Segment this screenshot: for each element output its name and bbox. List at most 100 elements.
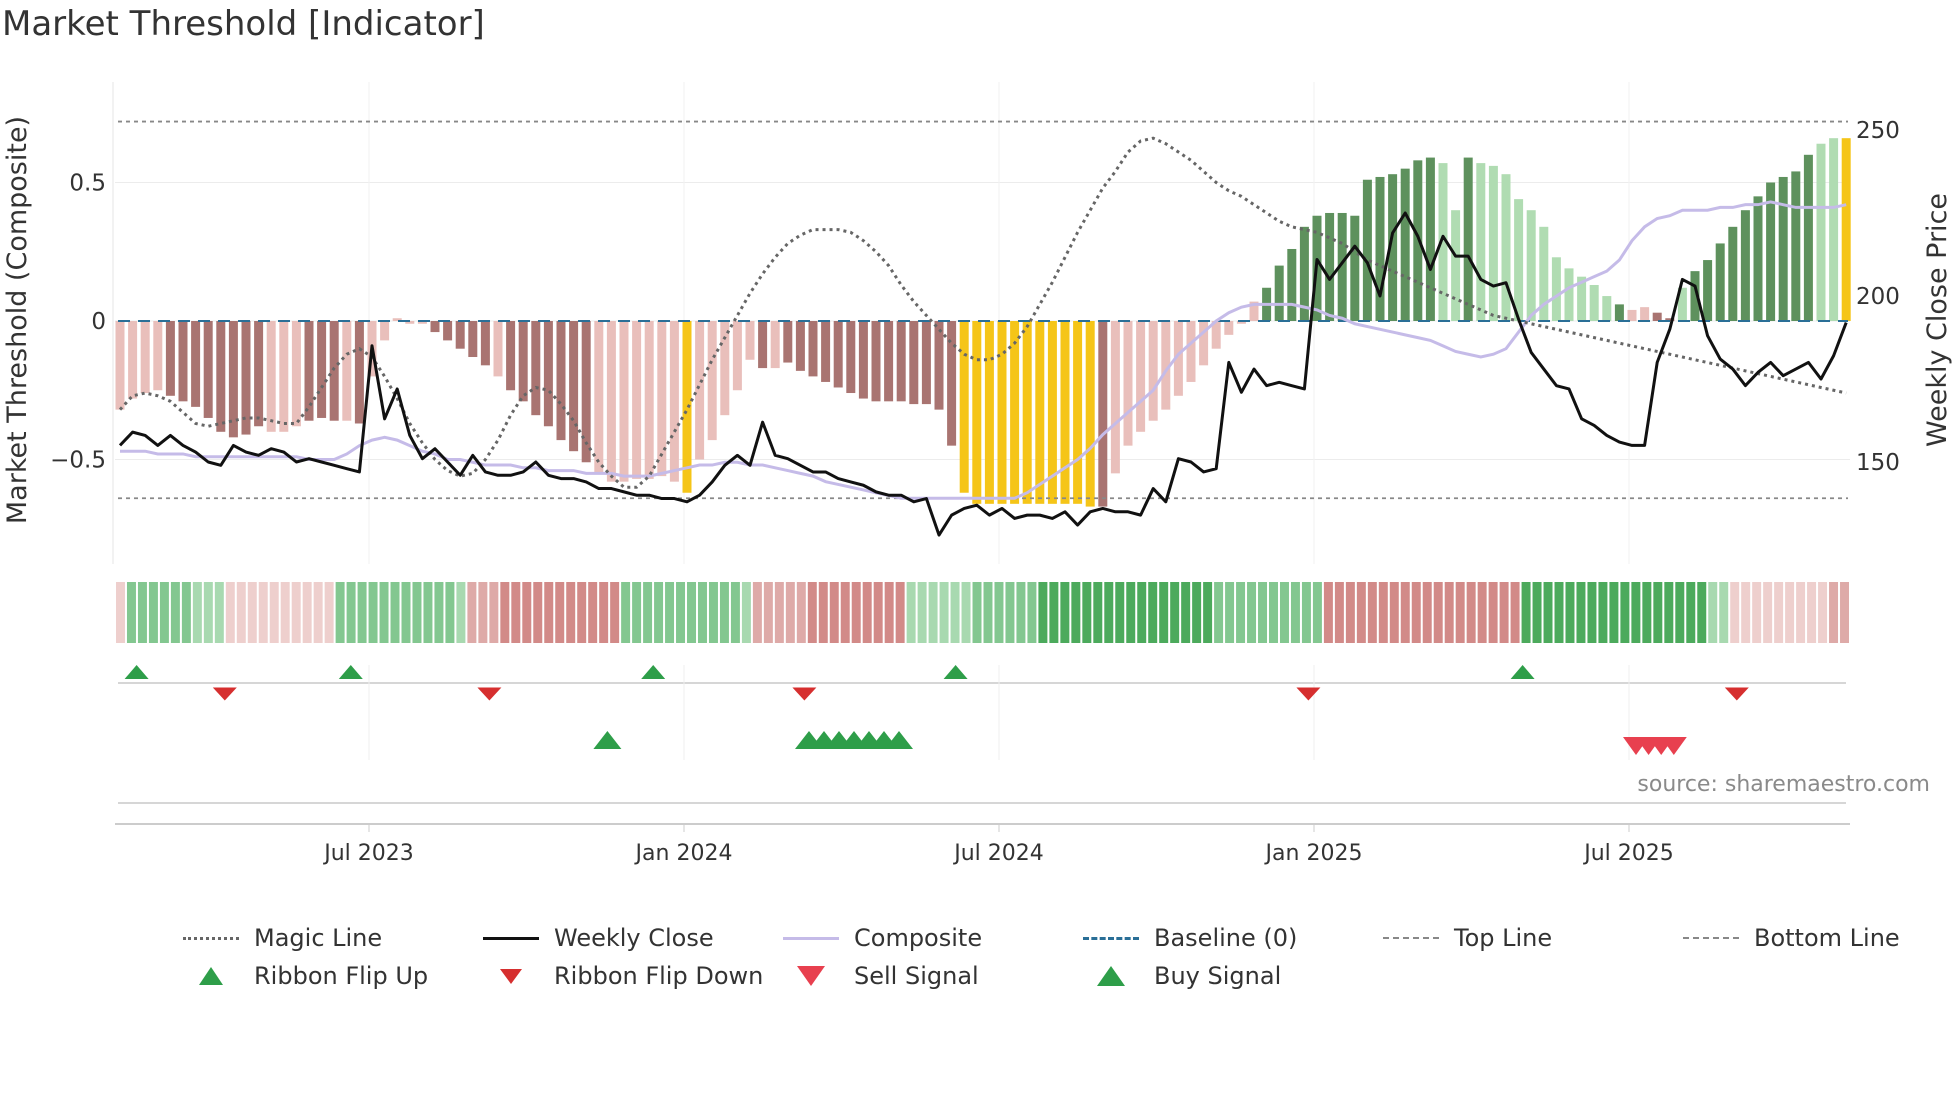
composite-bar [1451,210,1461,321]
composite-bar [228,321,238,438]
composite-bar [304,321,314,421]
ribbon-flip-down-marker [792,687,817,701]
x-tick-label: Jul 2023 [322,841,414,866]
composite-bar [972,321,982,504]
composite-bar [115,321,125,410]
ribbon-cell [1148,582,1158,643]
ribbon-cell [368,582,378,643]
ribbon-cell [478,582,488,643]
ribbon-cell [137,582,147,643]
x-tick-label: Jul 2025 [1582,841,1674,866]
composite-bar [1098,321,1108,507]
right-tick-label: 200 [1856,284,1900,310]
composite-bar [1476,163,1486,321]
composite-bar [896,321,906,402]
composite-bar [1375,176,1385,321]
ribbon-cell [522,582,532,643]
ribbon-cell [1016,582,1026,643]
ribbon-cell [489,582,499,643]
legend-magic-line: Magic Line [180,924,382,952]
composite-bar [1463,157,1473,321]
ribbon-cell [972,582,982,643]
composite-bar [128,321,138,399]
ribbon-cell [610,582,620,643]
ribbon-cell [1565,582,1575,643]
composite-bar [1010,321,1020,504]
right-tick-label: 250 [1856,118,1900,144]
ribbon-cell [785,582,795,643]
ribbon-cell [1093,582,1103,643]
composite-bar [1841,138,1851,321]
composite-bar [543,321,553,427]
composite-bar [493,321,503,377]
composite-bar [1627,309,1637,321]
ribbon-cell [434,582,444,643]
ribbon-flip-down-marker [1724,687,1749,701]
composite-bar [1136,321,1146,432]
composite-bar [1803,154,1813,321]
composite-bar [1551,257,1561,321]
ribbon-cell [1082,582,1092,643]
ribbon-cell [1708,582,1718,643]
ribbon-cell [1049,582,1059,643]
ribbon-cell [1642,582,1652,643]
ribbon-cell [643,582,653,643]
ribbon-flip-up-marker [943,665,968,679]
composite-bar [1665,318,1675,321]
ribbon-cell [665,582,675,643]
ribbon-cell [1543,582,1553,643]
ribbon-cell [1675,582,1685,643]
composite-bar [556,321,566,441]
ribbon-cell [654,582,664,643]
ribbon-cell [928,582,938,643]
composite-bar [783,321,793,363]
composite-bar [934,321,944,410]
composite-bar [1161,321,1171,410]
ribbon-cell [357,582,367,643]
composite-bar [392,318,402,321]
composite-bar [846,321,856,394]
ribbon-cell [390,582,400,643]
ribbon-flip-up-marker [1510,665,1535,679]
ribbon-cell [1477,582,1487,643]
ribbon-cell [1796,582,1806,643]
composite-bar [1652,312,1662,321]
ribbon-cell [269,582,279,643]
ribbon-cell [1840,582,1849,643]
ribbon-cell [1730,582,1740,643]
composite-bar [1778,176,1788,321]
legend-buy-signal: Buy Signal [1080,962,1281,990]
composite-bar [1425,157,1435,321]
ribbon-cell [544,582,554,643]
composite-bar [569,321,579,452]
ribbon-cell [1378,582,1388,643]
ribbon-cell [895,582,905,643]
composite-bar [1274,265,1284,321]
left-tick-label: −0.5 [50,448,106,474]
ribbon-cell [467,582,477,643]
buy-triangle-icon [1097,966,1125,986]
ribbon-cell [994,582,1004,643]
composite-bar [947,321,957,446]
ribbon-cell [1521,582,1531,643]
composite-bar [329,321,339,421]
ribbon-cell [170,582,180,643]
ribbon-cell [906,582,916,643]
ribbon-cell [126,582,136,643]
ribbon-cell [1510,582,1520,643]
ribbon-cell [676,582,686,643]
composite-bar [959,321,969,493]
composite-bar [1766,182,1776,321]
ribbon-cell [412,582,422,643]
ribbon-cell [225,582,235,643]
composite-bar [984,321,994,504]
composite-bar [1488,165,1498,321]
ribbon-cell [983,582,993,643]
composite-bar [1564,268,1574,321]
composite-bar [707,321,717,441]
right-tick-label: 150 [1856,450,1900,476]
ribbon-cell [1258,582,1268,643]
ribbon-cell [1027,582,1037,643]
composite-bar [606,321,616,482]
ribbon-cell [1620,582,1630,643]
